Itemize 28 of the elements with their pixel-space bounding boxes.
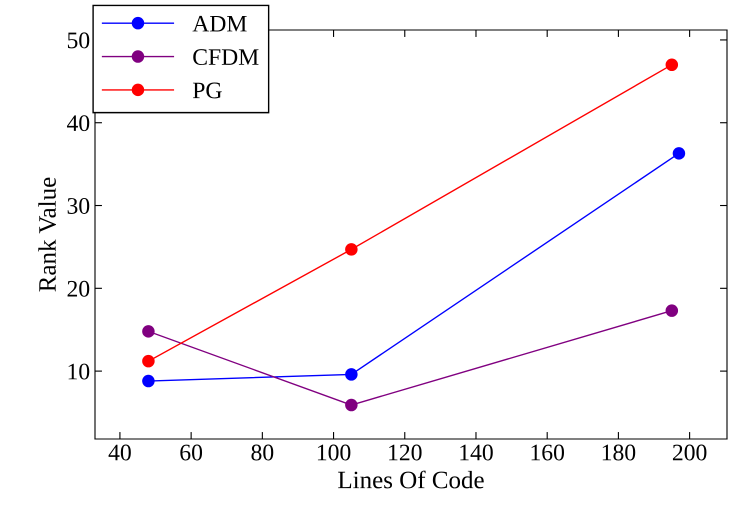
y-tick-label: 40 bbox=[66, 115, 90, 132]
y-tick-label: 30 bbox=[68, 198, 90, 214]
x-tick-label: 160 bbox=[532, 444, 564, 460]
x-tick-label: 140 bbox=[460, 444, 493, 460]
legend-label: CFDM bbox=[193, 49, 259, 66]
point bbox=[345, 398, 358, 412]
point bbox=[345, 368, 358, 381]
point bbox=[672, 147, 686, 160]
point bbox=[142, 325, 155, 338]
point bbox=[666, 304, 678, 317]
y-tick-label: 10 bbox=[68, 364, 90, 380]
point bbox=[666, 58, 678, 72]
x-tick-label: 100 bbox=[318, 444, 350, 460]
x-axis-title: Lines Of Code bbox=[338, 470, 484, 488]
point bbox=[345, 243, 358, 256]
point bbox=[142, 354, 155, 368]
legend-label: ADM bbox=[192, 16, 247, 32]
x-tick-label: 180 bbox=[602, 444, 636, 460]
x-tick-label: 60 bbox=[180, 444, 202, 460]
point bbox=[142, 374, 155, 388]
x-tick-label: 200 bbox=[672, 444, 706, 460]
x-tick-label: 80 bbox=[251, 444, 274, 460]
x-tick-label: 40 bbox=[108, 444, 131, 460]
legend-label: PG bbox=[192, 82, 222, 98]
y-tick-label: 20 bbox=[68, 280, 90, 297]
x-tick-label: 120 bbox=[389, 444, 422, 460]
y-tick-label: 50 bbox=[68, 32, 90, 48]
y-axis-title: Rank Value bbox=[38, 178, 56, 292]
